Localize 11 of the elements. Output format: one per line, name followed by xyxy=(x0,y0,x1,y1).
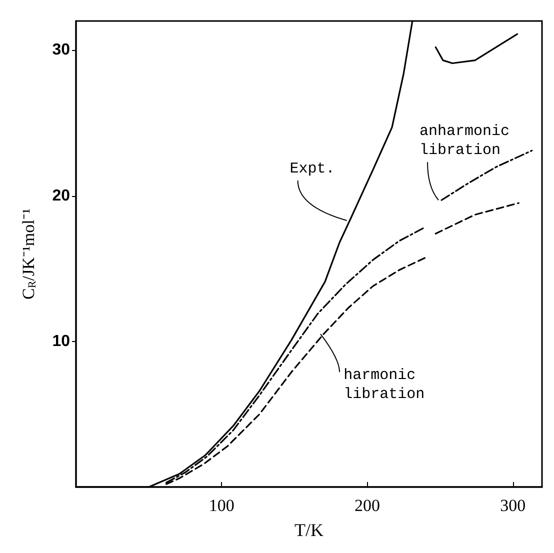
y-tick-label: 20 xyxy=(52,187,70,204)
x-tick-label: 100 xyxy=(208,496,234,515)
y-tick-label: 30 xyxy=(52,42,70,59)
annotation: harmonic libration xyxy=(344,367,425,404)
annotation: Expt. xyxy=(290,160,335,178)
x-tick-label: 300 xyxy=(500,496,526,515)
y-axis-title: CR/JK⁻¹mol⁻¹ xyxy=(19,208,38,300)
x-axis-title: T/K xyxy=(294,520,324,540)
x-tick-label: 200 xyxy=(354,496,380,515)
annotation: anharmonic libration xyxy=(420,123,510,160)
y-tick-label: 10 xyxy=(52,332,70,350)
